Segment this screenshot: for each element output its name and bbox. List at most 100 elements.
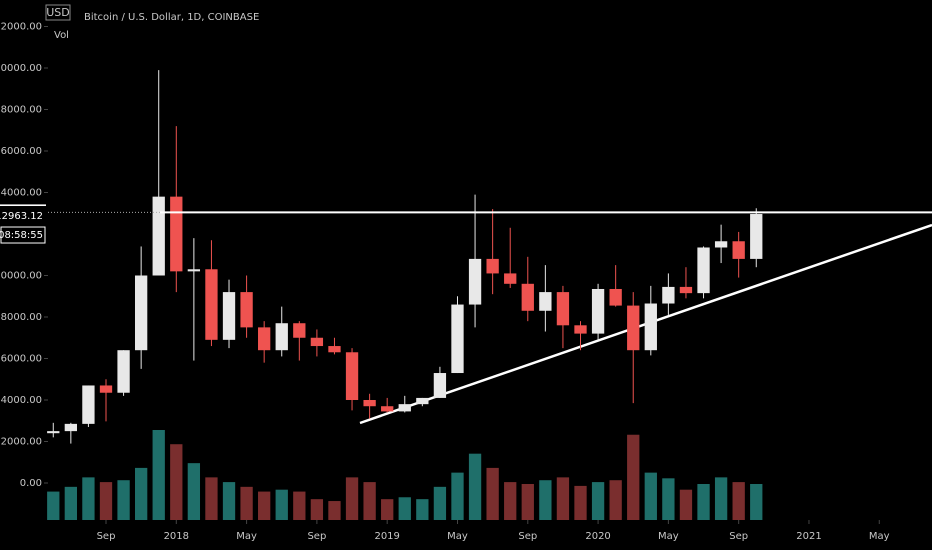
volume-bar (205, 477, 218, 520)
y-tick-label: 20000.00 (0, 63, 42, 74)
chart-title: Bitcoin / U.S. Dollar, 1D, COINBASE (84, 12, 259, 23)
x-tick-label: May (236, 531, 257, 542)
y-tick-label: 10000.00 (0, 271, 42, 282)
volume-bar (521, 484, 534, 520)
volume-bar (293, 491, 306, 520)
x-tick-label: 2019 (374, 531, 399, 542)
volume-bar (345, 477, 359, 520)
candle-body (205, 269, 218, 340)
volume-bar (591, 482, 605, 520)
volume-bar (328, 501, 341, 520)
candle-body (170, 196, 183, 272)
candle-body (258, 327, 271, 351)
candle-body (293, 323, 306, 338)
candle-body (117, 350, 130, 393)
volume-bar (433, 486, 447, 520)
volume-bar (187, 463, 201, 520)
volume-bar (99, 482, 113, 520)
marks (44, 25, 880, 524)
candle-body (398, 404, 411, 412)
volume-bar (64, 486, 77, 520)
candle-body (662, 286, 675, 304)
candle-body (451, 304, 464, 374)
volume-bar (539, 480, 552, 520)
volume-bar (574, 485, 587, 520)
y-tick-label: 6000.00 (1, 354, 42, 365)
candle-body (732, 241, 745, 259)
volume-bar (381, 499, 394, 520)
y-tick-label: 0.00 (20, 478, 42, 489)
x-tick-label: May (869, 531, 890, 542)
currency: USD (46, 6, 70, 19)
volume-bar (258, 491, 271, 520)
volume-bar (750, 484, 763, 520)
x-tick-label: 2020 (585, 531, 610, 542)
volume-bar (222, 482, 236, 520)
subtitle: Vol (54, 30, 69, 41)
candle-body (152, 196, 165, 276)
candle-body (345, 352, 359, 401)
volume-bar (47, 491, 60, 520)
candle-body (556, 292, 570, 326)
volume-bar (117, 480, 130, 520)
last-price-box (0, 206, 46, 223)
y-tick-label: 14000.00 (0, 187, 42, 198)
candle-body (574, 325, 587, 334)
last-price-label: 12963.12 (0, 211, 43, 222)
candle-body (275, 323, 288, 351)
candle-body (521, 283, 534, 311)
volume-bar (486, 467, 499, 520)
candle-body (627, 305, 640, 351)
candle-body (468, 258, 482, 305)
y-tick-label: 18000.00 (0, 104, 42, 115)
candle-body (679, 286, 693, 294)
candle-body (504, 273, 517, 284)
candle-body (714, 241, 728, 248)
y-tick-label: 16000.00 (0, 146, 42, 157)
candle-body (416, 397, 429, 405)
volume-bar (468, 453, 482, 520)
candle-body (187, 269, 201, 272)
volume-bar (416, 499, 429, 520)
x-tick-label: 2018 (164, 531, 189, 542)
candle-body (591, 288, 605, 334)
x-tick-label: Sep (307, 531, 326, 542)
candle-body (328, 346, 341, 353)
candle-body (381, 406, 394, 412)
candle-body (433, 373, 447, 398)
y-tick-label: 2000.00 (1, 437, 42, 448)
candle-body (310, 337, 324, 347)
volume-bar (240, 486, 253, 520)
candle-body (99, 385, 113, 393)
candle-body (134, 275, 148, 351)
currency-box (45, 4, 71, 21)
candle-body (750, 214, 763, 259)
volume-bar (134, 467, 148, 520)
countdown-box (0, 226, 46, 244)
candle-body (222, 292, 236, 340)
y-tick-label: 22000.00 (0, 21, 42, 32)
candle-body (486, 258, 499, 274)
x-tick-label: 2021 (796, 531, 821, 542)
x-tick-label: May (447, 531, 468, 542)
candle-body (539, 292, 552, 311)
volume-bar (451, 472, 464, 520)
x-tick-label: Sep (729, 531, 748, 542)
volume-bar (504, 482, 517, 520)
volume-bar (398, 497, 411, 520)
volume-bar (732, 482, 745, 520)
volume-bar (679, 489, 693, 520)
x-tick-label: May (658, 531, 679, 542)
volume-bar (363, 482, 376, 520)
candle-body (82, 385, 95, 424)
volume-bar (662, 478, 675, 520)
volume-bar (556, 477, 570, 520)
countdown: 08:58:55 (0, 230, 43, 241)
volume-bar (714, 477, 728, 520)
x-tick-label: Sep (97, 531, 116, 542)
candle-body (697, 247, 710, 294)
volume-bar (644, 472, 657, 520)
candle-body (644, 303, 657, 351)
